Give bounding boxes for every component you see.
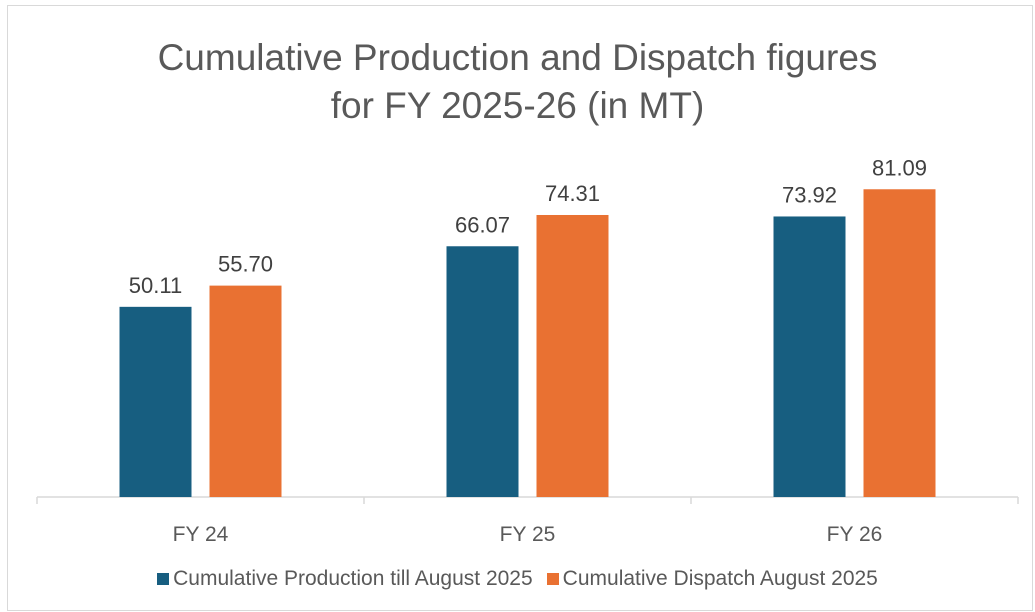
legend-label-production: Cumulative Production till August 2025	[173, 567, 533, 590]
bar-dispatch-fy-25	[536, 214, 609, 498]
legend-item-production: Cumulative Production till August 2025	[157, 567, 533, 591]
chart-title: Cumulative Production and Dispatch figur…	[0, 34, 1035, 130]
data-label: 66.07	[455, 212, 510, 237]
legend: Cumulative Production till August 2025 C…	[0, 567, 1035, 591]
chart-title-line-2: for FY 2025-26 (in MT)	[330, 85, 705, 126]
bar-production-fy-26	[773, 216, 846, 497]
data-label: 81.09	[872, 155, 927, 180]
bar-production-fy-24	[119, 306, 192, 497]
legend-item-dispatch: Cumulative Dispatch August 2025	[546, 567, 878, 591]
data-label: 74.31	[545, 181, 600, 206]
x-tick-label: FY 26	[827, 523, 883, 546]
bar-dispatch-fy-24	[209, 285, 282, 497]
legend-swatch-dispatch	[546, 573, 559, 585]
legend-label-dispatch: Cumulative Dispatch August 2025	[562, 567, 878, 590]
data-label: 73.92	[782, 182, 837, 207]
bar-dispatch-fy-26	[863, 189, 936, 498]
chart-title-line-1: Cumulative Production and Dispatch figur…	[157, 37, 878, 78]
data-label: 55.70	[218, 252, 273, 277]
x-tick-label: FY 25	[500, 523, 556, 546]
bar-production-fy-25	[446, 246, 519, 497]
x-tick-label: FY 24	[173, 523, 229, 546]
data-label: 50.11	[129, 273, 182, 298]
legend-swatch-production	[157, 573, 170, 585]
